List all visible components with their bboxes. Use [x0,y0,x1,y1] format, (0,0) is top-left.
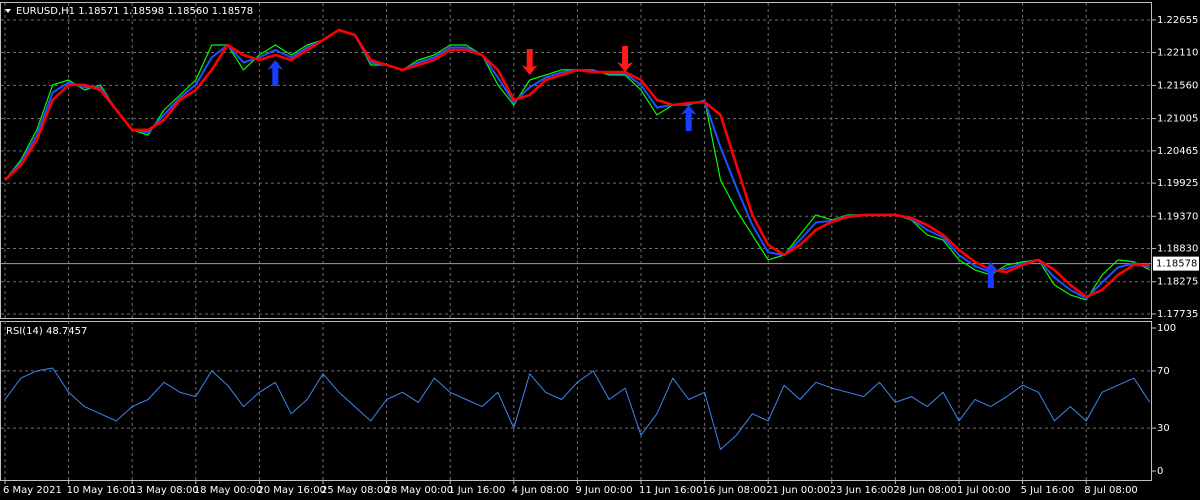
y-tick-label: 30 [1157,423,1170,434]
y-tick-label: 1.18830 [1157,244,1198,255]
last-price-label: 1.18578 [1156,259,1197,270]
buy-arrow [680,104,697,131]
series-line [4,28,1150,299]
x-tick-label: 25 May 08:00 [321,485,390,496]
y-tick-label: 1.17735 [1157,309,1198,320]
y-tick-label: 1.22655 [1157,15,1198,26]
sell-arrow [617,45,634,72]
y-tick-label: 1.21005 [1157,114,1198,125]
x-tick-label: 4 Jun 08:00 [512,485,569,496]
buy-arrow [982,261,999,288]
x-tick-label: 18 May 00:00 [194,485,263,496]
x-tick-label: 28 May 00:00 [385,485,454,496]
x-tick-label: 16 Jun 08:00 [703,485,767,496]
rsi-title: RSI(14) 48.7457 [6,326,87,337]
x-tick-label: 6 May 2021 [3,485,62,496]
x-tick-label: 9 Jun 00:00 [575,485,632,496]
x-tick-label: 20 May 16:00 [257,485,326,496]
y-tick-label: 1.19370 [1157,211,1198,222]
sell-arrow [521,48,538,75]
x-tick-label: 1 Jun 16:00 [448,485,505,496]
x-tick-label: 5 Jul 16:00 [1021,485,1075,496]
y-tick-label: 1.19925 [1157,178,1198,189]
buy-arrow [267,59,284,86]
x-tick-label: 1 Jul 00:00 [957,485,1011,496]
last-price-box [1153,256,1199,271]
y-tick-label: 1.21560 [1157,80,1198,91]
y-tick-label: 1.18275 [1157,277,1198,288]
menu-triangle [5,9,11,13]
y-tick-label: 0 [1157,466,1163,477]
rsi-panel-frame [0,321,1152,481]
x-tick-label: 13 May 08:00 [130,485,199,496]
y-tick-label: 100 [1157,323,1176,334]
price-panel-frame [0,2,1152,319]
series-line [4,367,1151,450]
x-tick-label: 8 Jul 08:00 [1084,485,1138,496]
x-tick-label: 21 Jun 00:00 [766,485,830,496]
x-tick-label: 10 May 16:00 [67,485,136,496]
y-tick-label: 1.20465 [1157,146,1198,157]
x-tick-label: 28 Jun 08:00 [893,485,957,496]
x-tick-label: 23 Jun 16:00 [830,485,894,496]
chart-title: EURUSD,H1 1.18571 1.18598 1.18560 1.1857… [16,6,253,17]
x-tick-label: 11 Jun 16:00 [639,485,703,496]
y-tick-label: 70 [1157,366,1170,377]
y-tick-label: 1.22110 [1157,48,1198,59]
